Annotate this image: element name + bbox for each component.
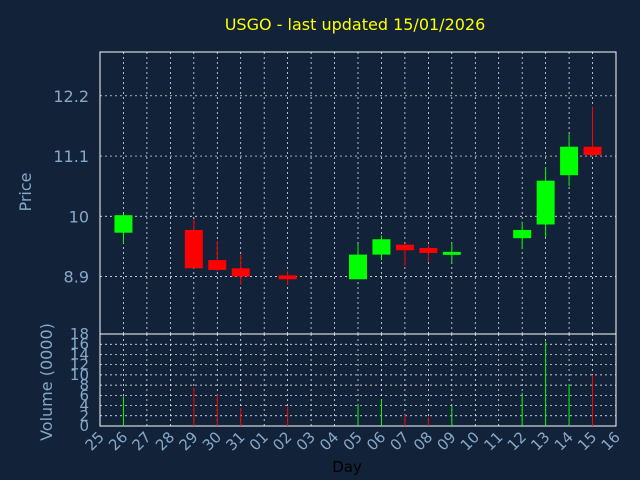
x-tick-label: 06 (363, 428, 389, 454)
candle-body (442, 251, 461, 255)
x-tick-label: 27 (129, 428, 155, 454)
volume-tick-label: 2 (79, 407, 89, 425)
candle-body (372, 239, 391, 255)
x-tick-label: 04 (316, 428, 342, 454)
candle-body (395, 244, 414, 251)
x-tick-label: 16 (598, 428, 624, 454)
x-tick-label: 14 (551, 428, 577, 454)
candle-body (349, 254, 367, 280)
x-tick-label: 28 (152, 428, 178, 454)
price-panel: 12.2 11.1 10 8.9 (53, 51, 617, 335)
x-tick-label: 03 (293, 428, 319, 454)
x-tick-label: 05 (340, 428, 366, 454)
x-axis: 2526272829303101020304050607080910111213… (82, 428, 624, 454)
x-tick-label: 07 (387, 428, 413, 454)
price-tick-label: 11.1 (53, 147, 89, 166)
x-tick-label: 12 (504, 428, 530, 454)
candle-body (231, 268, 250, 277)
candle-body (208, 260, 227, 270)
x-tick-label: 26 (105, 428, 131, 454)
candle-body (419, 248, 438, 253)
candle-body (278, 275, 297, 280)
volume-tick-label: 10 (70, 366, 89, 384)
x-tick-label: 11 (480, 428, 506, 454)
price-tick-label: 12.2 (53, 87, 89, 106)
candle-body (513, 229, 532, 239)
x-tick-label: 08 (410, 428, 436, 454)
volume-tick-label: 16 (70, 335, 89, 353)
x-tick-label: 13 (527, 428, 553, 454)
chart-title: USGO - last updated 15/01/2026 (225, 15, 486, 34)
x-tick-label: 15 (574, 428, 600, 454)
volume-tick-label: 14 (70, 345, 89, 363)
candle-body (536, 180, 555, 225)
volume-tick-label: 4 (79, 397, 89, 415)
volume-axis-label: Volume (0000) (37, 323, 56, 441)
x-tick-label: 09 (433, 428, 459, 454)
x-axis-label: Day (332, 458, 362, 476)
x-tick-label: 01 (246, 428, 272, 454)
candle-body (583, 146, 602, 155)
price-tick-label: 8.9 (64, 268, 89, 287)
volume-tick-label: 0 (79, 417, 89, 435)
candle-body (184, 229, 203, 269)
volume-tick-label: 18 (70, 325, 89, 343)
x-tick-label: 30 (199, 428, 225, 454)
price-tick-label: 10 (69, 207, 89, 226)
x-tick-label: 31 (222, 428, 248, 454)
price-axis-label: Price (16, 172, 35, 211)
candle-body (560, 146, 579, 176)
volume-tick-label: 6 (79, 386, 89, 404)
volume-tick-label: 8 (79, 376, 89, 394)
x-tick-label: 29 (175, 428, 201, 454)
x-tick-label: 10 (457, 428, 483, 454)
x-tick-label: 02 (269, 428, 295, 454)
candle-body (114, 215, 133, 233)
volume-tick-label: 12 (70, 356, 89, 374)
